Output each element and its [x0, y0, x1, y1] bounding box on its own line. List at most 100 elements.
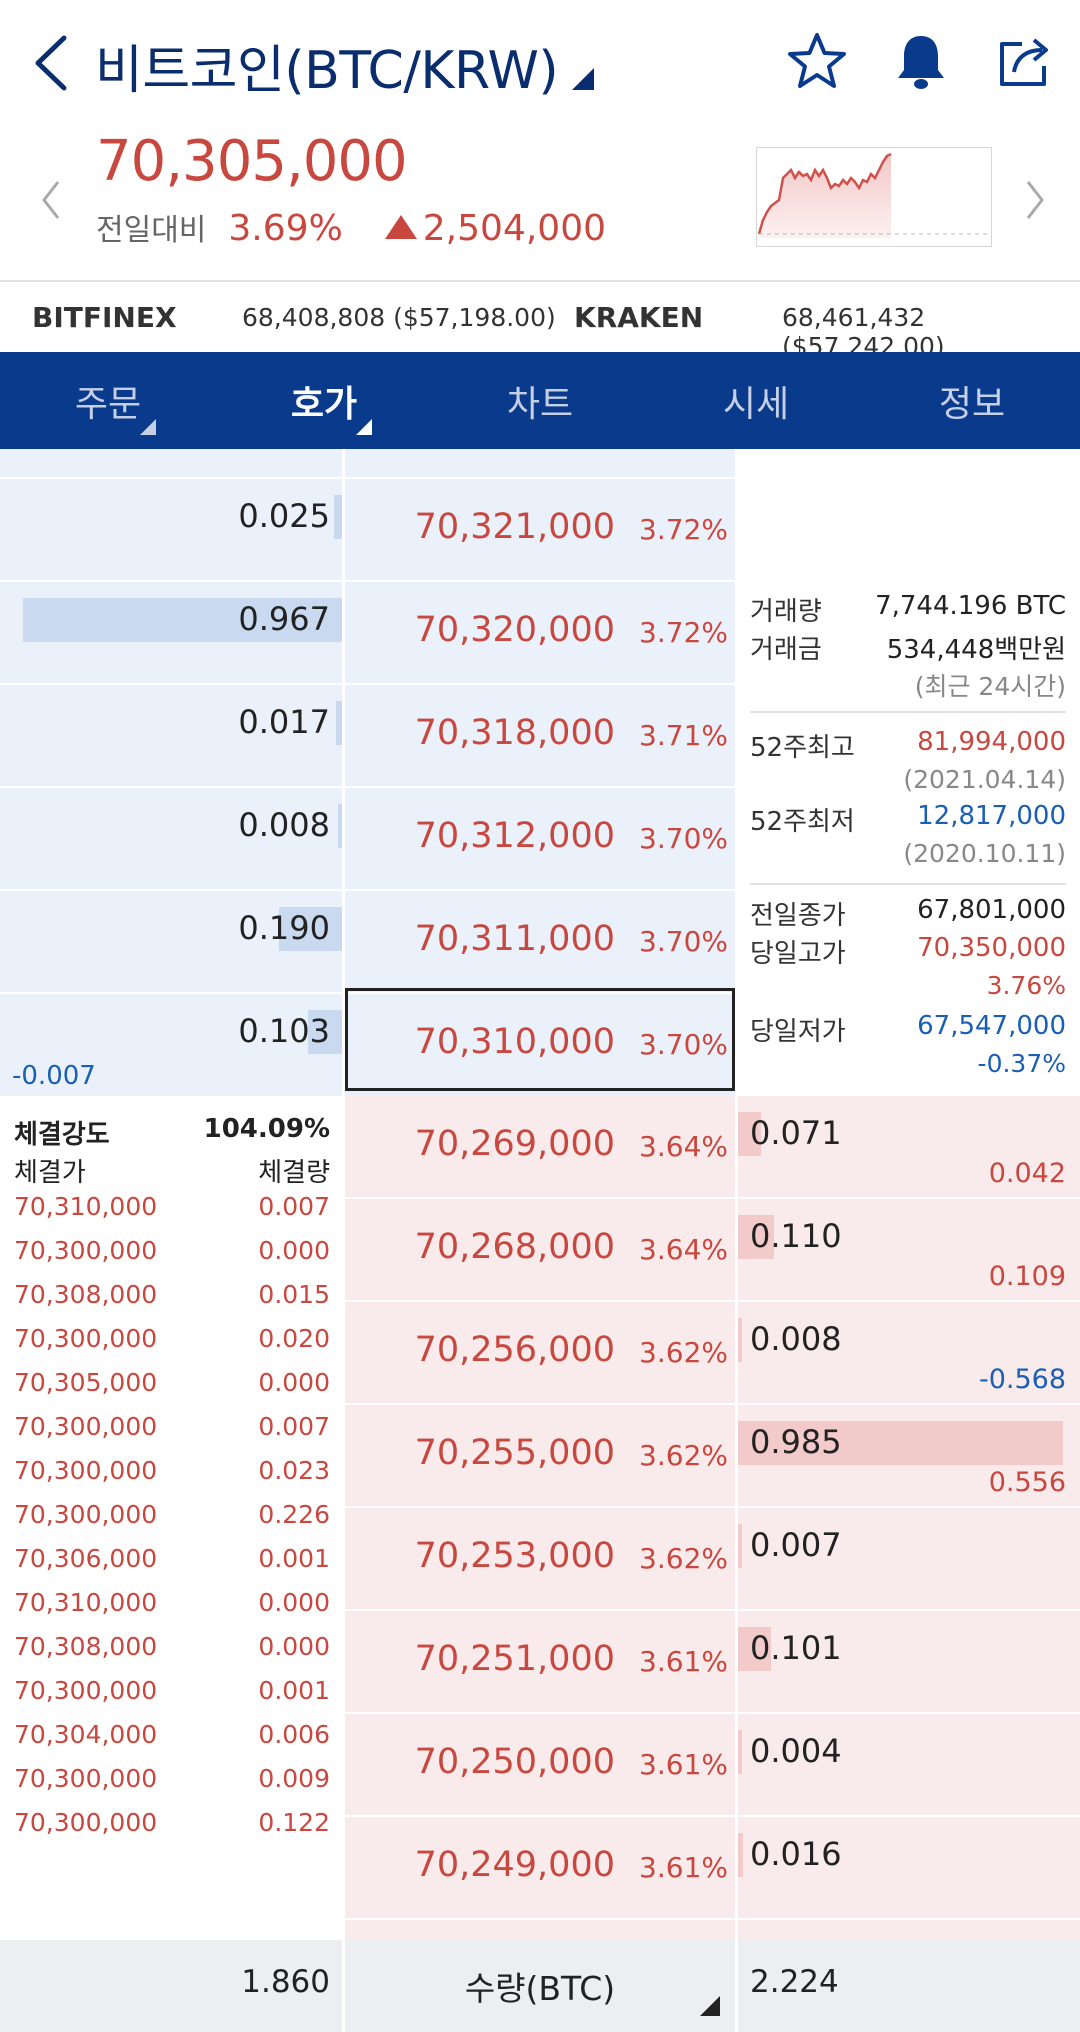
trade-price: 70,300,000	[14, 1808, 158, 1837]
trade-row: 70,310,000 0.007	[14, 1192, 330, 1221]
ask-price[interactable]: 70,311,000	[414, 919, 615, 959]
bid-depth-bar	[738, 1730, 742, 1774]
change-amount: 2,504,000	[422, 208, 606, 249]
trade-qty: 0.000	[258, 1588, 330, 1617]
tab-market[interactable]: 시세	[648, 352, 864, 449]
footer-totals: 1.860 수량(BTC) 2.224	[0, 1940, 1080, 2032]
trade-row: 70,300,000 0.000	[14, 1236, 330, 1265]
trade-price: 70,308,000	[14, 1280, 158, 1309]
row-divider	[345, 1712, 1080, 1714]
ask-pct: 3.70%	[639, 925, 728, 958]
bid-depth-bar	[738, 1627, 771, 1671]
trade-qty: 0.006	[258, 1720, 330, 1749]
divider	[735, 1940, 738, 2032]
trade-row: 70,300,000 0.009	[14, 1764, 330, 1793]
ask-pct: 3.70%	[639, 822, 728, 855]
bid-price[interactable]: 70,256,000	[414, 1330, 615, 1370]
trade-qty: 0.023	[258, 1456, 330, 1485]
star-icon[interactable]	[786, 30, 848, 92]
bid-qty: 0.004	[750, 1732, 842, 1770]
bid-diff: 0.556	[988, 1467, 1066, 1498]
bid-pct: 3.61%	[639, 1748, 728, 1781]
ask-qty: 0.190	[238, 909, 330, 947]
bid-price[interactable]: 70,249,000	[414, 1845, 615, 1885]
bid-price[interactable]: 70,251,000	[414, 1639, 615, 1679]
tab-label: 차트	[506, 383, 574, 425]
trade-row: 70,300,000 0.226	[14, 1500, 330, 1529]
trade-row: 70,305,000 0.000	[14, 1368, 330, 1397]
bid-depth-bar	[738, 1215, 774, 1259]
order-book: 거래량 7,744.196 BTC 거래금 534,448백만원 (최근 24시…	[0, 449, 1080, 1940]
ask-price[interactable]: 70,320,000	[414, 610, 615, 650]
tab-info[interactable]: 정보	[864, 352, 1080, 449]
ask-price[interactable]: 70,310,000	[414, 1022, 615, 1062]
bid-price[interactable]: 70,255,000	[414, 1433, 615, 1473]
tab-bar: 주문 호가 차트 시세 정보	[0, 352, 1080, 449]
trade-price: 70,305,000	[14, 1368, 158, 1397]
prev-coin-icon[interactable]	[36, 170, 66, 230]
bid-depth-bar	[738, 1112, 761, 1156]
bid-pct: 3.62%	[639, 1336, 728, 1369]
bid-depth-bar	[738, 1421, 1063, 1465]
prev-close-label: 전일종가	[750, 901, 846, 931]
trades-header: 체결가 체결량	[14, 1152, 330, 1189]
row-divider	[345, 1300, 1080, 1302]
up-triangle-icon	[384, 215, 417, 239]
tab-chart[interactable]: 차트	[432, 352, 648, 449]
ask-pct: 3.72%	[639, 513, 728, 546]
trade-qty: 0.007	[258, 1192, 330, 1221]
day-low-value: 67,547,000	[917, 1011, 1066, 1041]
row-divider	[0, 580, 735, 582]
ask-qty: 0.017	[238, 703, 330, 741]
high52-label: 52주최고	[750, 733, 855, 763]
day-high-pct: 3.76%	[986, 971, 1066, 1000]
trade-price: 70,306,000	[14, 1544, 158, 1573]
divider	[0, 280, 1080, 282]
row-divider	[345, 1815, 1080, 1817]
mini-chart[interactable]	[756, 147, 992, 247]
ask-depth-bar	[308, 1010, 342, 1054]
bid-pct: 3.64%	[639, 1233, 728, 1266]
bid-total: 2.224	[750, 1964, 839, 2000]
row-divider	[0, 786, 735, 788]
divider	[735, 449, 738, 1940]
ask-qty: 0.025	[238, 497, 330, 535]
trade-row: 70,300,000 0.007	[14, 1412, 330, 1441]
unit-selector[interactable]: 수량(BTC)	[345, 1940, 735, 2032]
row-divider	[0, 992, 735, 994]
corner-caret-icon	[140, 419, 156, 435]
bell-icon[interactable]	[890, 30, 952, 92]
exchange-bar: BITFINEX 68,408,808 ($57,198.00) KRAKEN …	[0, 282, 1080, 361]
back-arrow-icon[interactable]	[28, 30, 78, 96]
next-coin-icon[interactable]	[1020, 170, 1050, 230]
trade-price: 70,300,000	[14, 1324, 158, 1353]
trade-qty: 0.226	[258, 1500, 330, 1529]
bid-depth-bar	[738, 1524, 742, 1568]
bid-depth-bar	[738, 1833, 743, 1877]
bid-qty: 0.008	[750, 1320, 842, 1358]
change-label: 전일대비	[96, 213, 207, 248]
ask-price[interactable]: 70,318,000	[414, 713, 615, 753]
amount-value: 534,448백만원	[886, 635, 1066, 665]
trade-row: 70,300,000 0.023	[14, 1456, 330, 1485]
bid-pct: 3.64%	[639, 1130, 728, 1163]
ask-price[interactable]: 70,321,000	[414, 507, 615, 547]
bid-qty: 0.985	[750, 1423, 842, 1461]
bid-diff: 0.109	[988, 1261, 1066, 1292]
row-divider	[0, 889, 735, 891]
bid-price[interactable]: 70,250,000	[414, 1742, 615, 1782]
bid-price[interactable]: 70,269,000	[414, 1124, 615, 1164]
bid-price[interactable]: 70,253,000	[414, 1536, 615, 1576]
bid-price[interactable]: 70,268,000	[414, 1227, 615, 1267]
trade-row: 70,308,000 0.000	[14, 1632, 330, 1661]
trade-qty: 0.015	[258, 1280, 330, 1309]
tab-order[interactable]: 주문	[0, 352, 216, 449]
row-divider	[345, 1197, 1080, 1199]
coin-selector[interactable]: 비트코인(BTC/KRW)	[95, 28, 595, 103]
ask-depth-bar	[336, 701, 342, 745]
tab-orderbook[interactable]: 호가	[216, 352, 432, 449]
ask-price[interactable]: 70,312,000	[414, 816, 615, 856]
share-icon[interactable]	[994, 30, 1056, 92]
caret-down-icon	[572, 67, 595, 90]
unit-label: 수량(BTC)	[464, 1969, 616, 2008]
